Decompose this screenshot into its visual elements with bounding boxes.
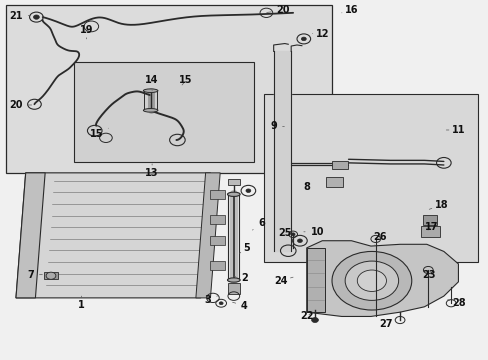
Bar <box>420 226 439 237</box>
Bar <box>210 261 224 270</box>
Text: 15: 15 <box>89 128 108 139</box>
Text: 8: 8 <box>303 182 309 192</box>
Text: 3: 3 <box>204 295 218 305</box>
Polygon shape <box>16 173 210 298</box>
Circle shape <box>290 233 294 236</box>
Bar <box>210 215 224 224</box>
Bar <box>6 5 331 173</box>
Text: 23: 23 <box>422 270 435 280</box>
Text: 27: 27 <box>378 319 395 329</box>
Text: 11: 11 <box>446 125 464 135</box>
Circle shape <box>219 302 223 305</box>
Ellipse shape <box>46 272 56 279</box>
Bar <box>210 190 224 199</box>
Text: 13: 13 <box>145 164 159 178</box>
Text: 20: 20 <box>9 100 32 110</box>
Bar <box>331 161 347 169</box>
Bar <box>264 94 477 262</box>
Bar <box>210 237 224 245</box>
Text: 15: 15 <box>179 75 192 85</box>
Circle shape <box>345 261 398 300</box>
Text: 20: 20 <box>266 5 289 15</box>
Ellipse shape <box>227 278 240 282</box>
Text: 14: 14 <box>145 75 159 91</box>
Text: 16: 16 <box>341 5 358 15</box>
Text: 1: 1 <box>78 296 85 310</box>
Circle shape <box>297 239 302 243</box>
Text: 2: 2 <box>233 273 247 283</box>
Circle shape <box>245 189 250 193</box>
Text: 28: 28 <box>447 298 465 308</box>
Bar <box>227 283 239 294</box>
Circle shape <box>301 37 305 41</box>
Circle shape <box>33 15 39 19</box>
Polygon shape <box>306 241 458 316</box>
Circle shape <box>357 270 386 292</box>
Text: 19: 19 <box>80 25 93 39</box>
Text: 24: 24 <box>274 276 292 286</box>
Text: 4: 4 <box>232 301 247 311</box>
Bar <box>44 272 58 279</box>
Text: 22: 22 <box>299 311 313 321</box>
Text: 18: 18 <box>428 200 447 210</box>
Text: 7: 7 <box>27 270 42 280</box>
Circle shape <box>311 318 318 323</box>
Polygon shape <box>16 173 45 298</box>
Polygon shape <box>196 173 220 298</box>
Text: 21: 21 <box>9 11 30 21</box>
Text: 25: 25 <box>278 228 292 241</box>
Bar <box>325 177 343 187</box>
Text: 26: 26 <box>372 232 386 245</box>
Ellipse shape <box>143 89 158 93</box>
Text: 12: 12 <box>312 28 328 39</box>
Text: 17: 17 <box>424 222 438 232</box>
Text: 9: 9 <box>270 121 284 131</box>
Text: 10: 10 <box>303 227 324 237</box>
Ellipse shape <box>143 109 158 112</box>
Ellipse shape <box>227 192 240 197</box>
Bar <box>227 179 239 185</box>
Polygon shape <box>306 248 324 312</box>
Text: 5: 5 <box>239 243 250 253</box>
Bar <box>74 62 254 162</box>
Bar <box>423 215 436 225</box>
Circle shape <box>331 251 411 310</box>
Text: 6: 6 <box>252 218 264 230</box>
